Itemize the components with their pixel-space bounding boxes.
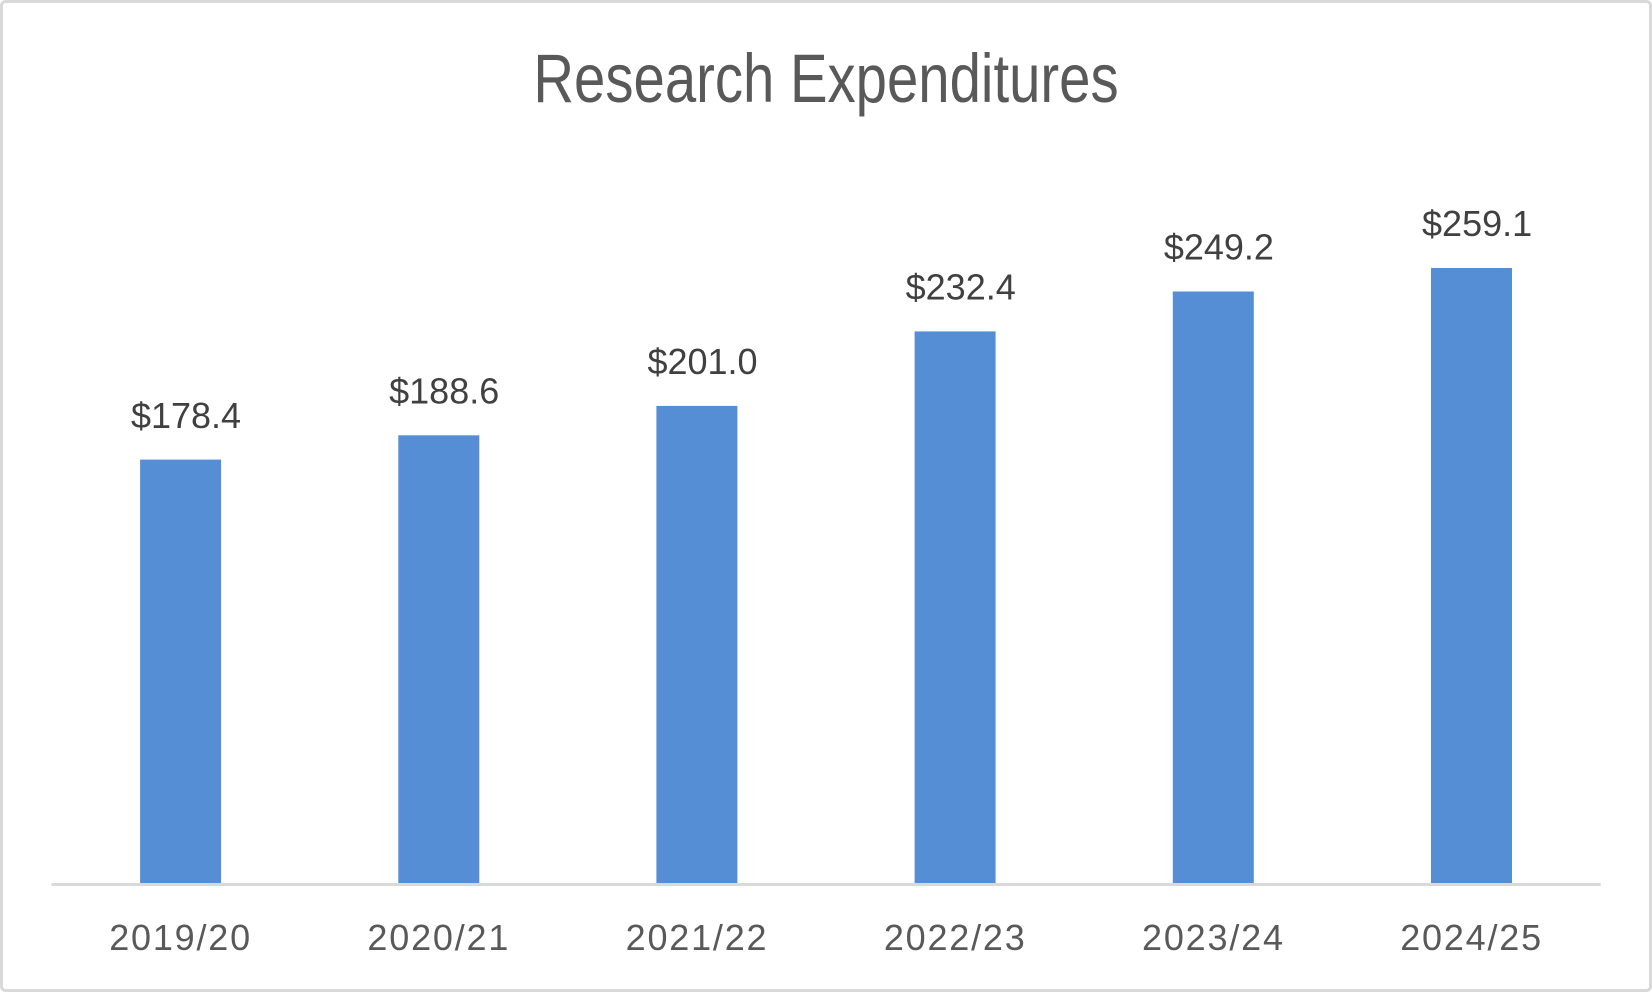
svg-text:2024/25: 2024/25 (1400, 917, 1543, 958)
svg-text:$201.0: $201.0 (647, 341, 757, 382)
svg-text:$259.1: $259.1 (1422, 203, 1532, 244)
svg-text:$232.4: $232.4 (906, 267, 1016, 308)
svg-text:Research Expenditures: Research Expenditures (533, 41, 1118, 118)
svg-text:2019/20: 2019/20 (109, 917, 252, 958)
svg-text:2020/21: 2020/21 (367, 917, 510, 958)
svg-text:2021/22: 2021/22 (626, 917, 769, 958)
svg-text:$188.6: $188.6 (389, 371, 499, 412)
svg-text:$249.2: $249.2 (1164, 227, 1274, 268)
svg-text:$178.4: $178.4 (131, 395, 241, 436)
svg-text:2022/23: 2022/23 (884, 917, 1027, 958)
svg-text:2023/24: 2023/24 (1142, 917, 1285, 958)
